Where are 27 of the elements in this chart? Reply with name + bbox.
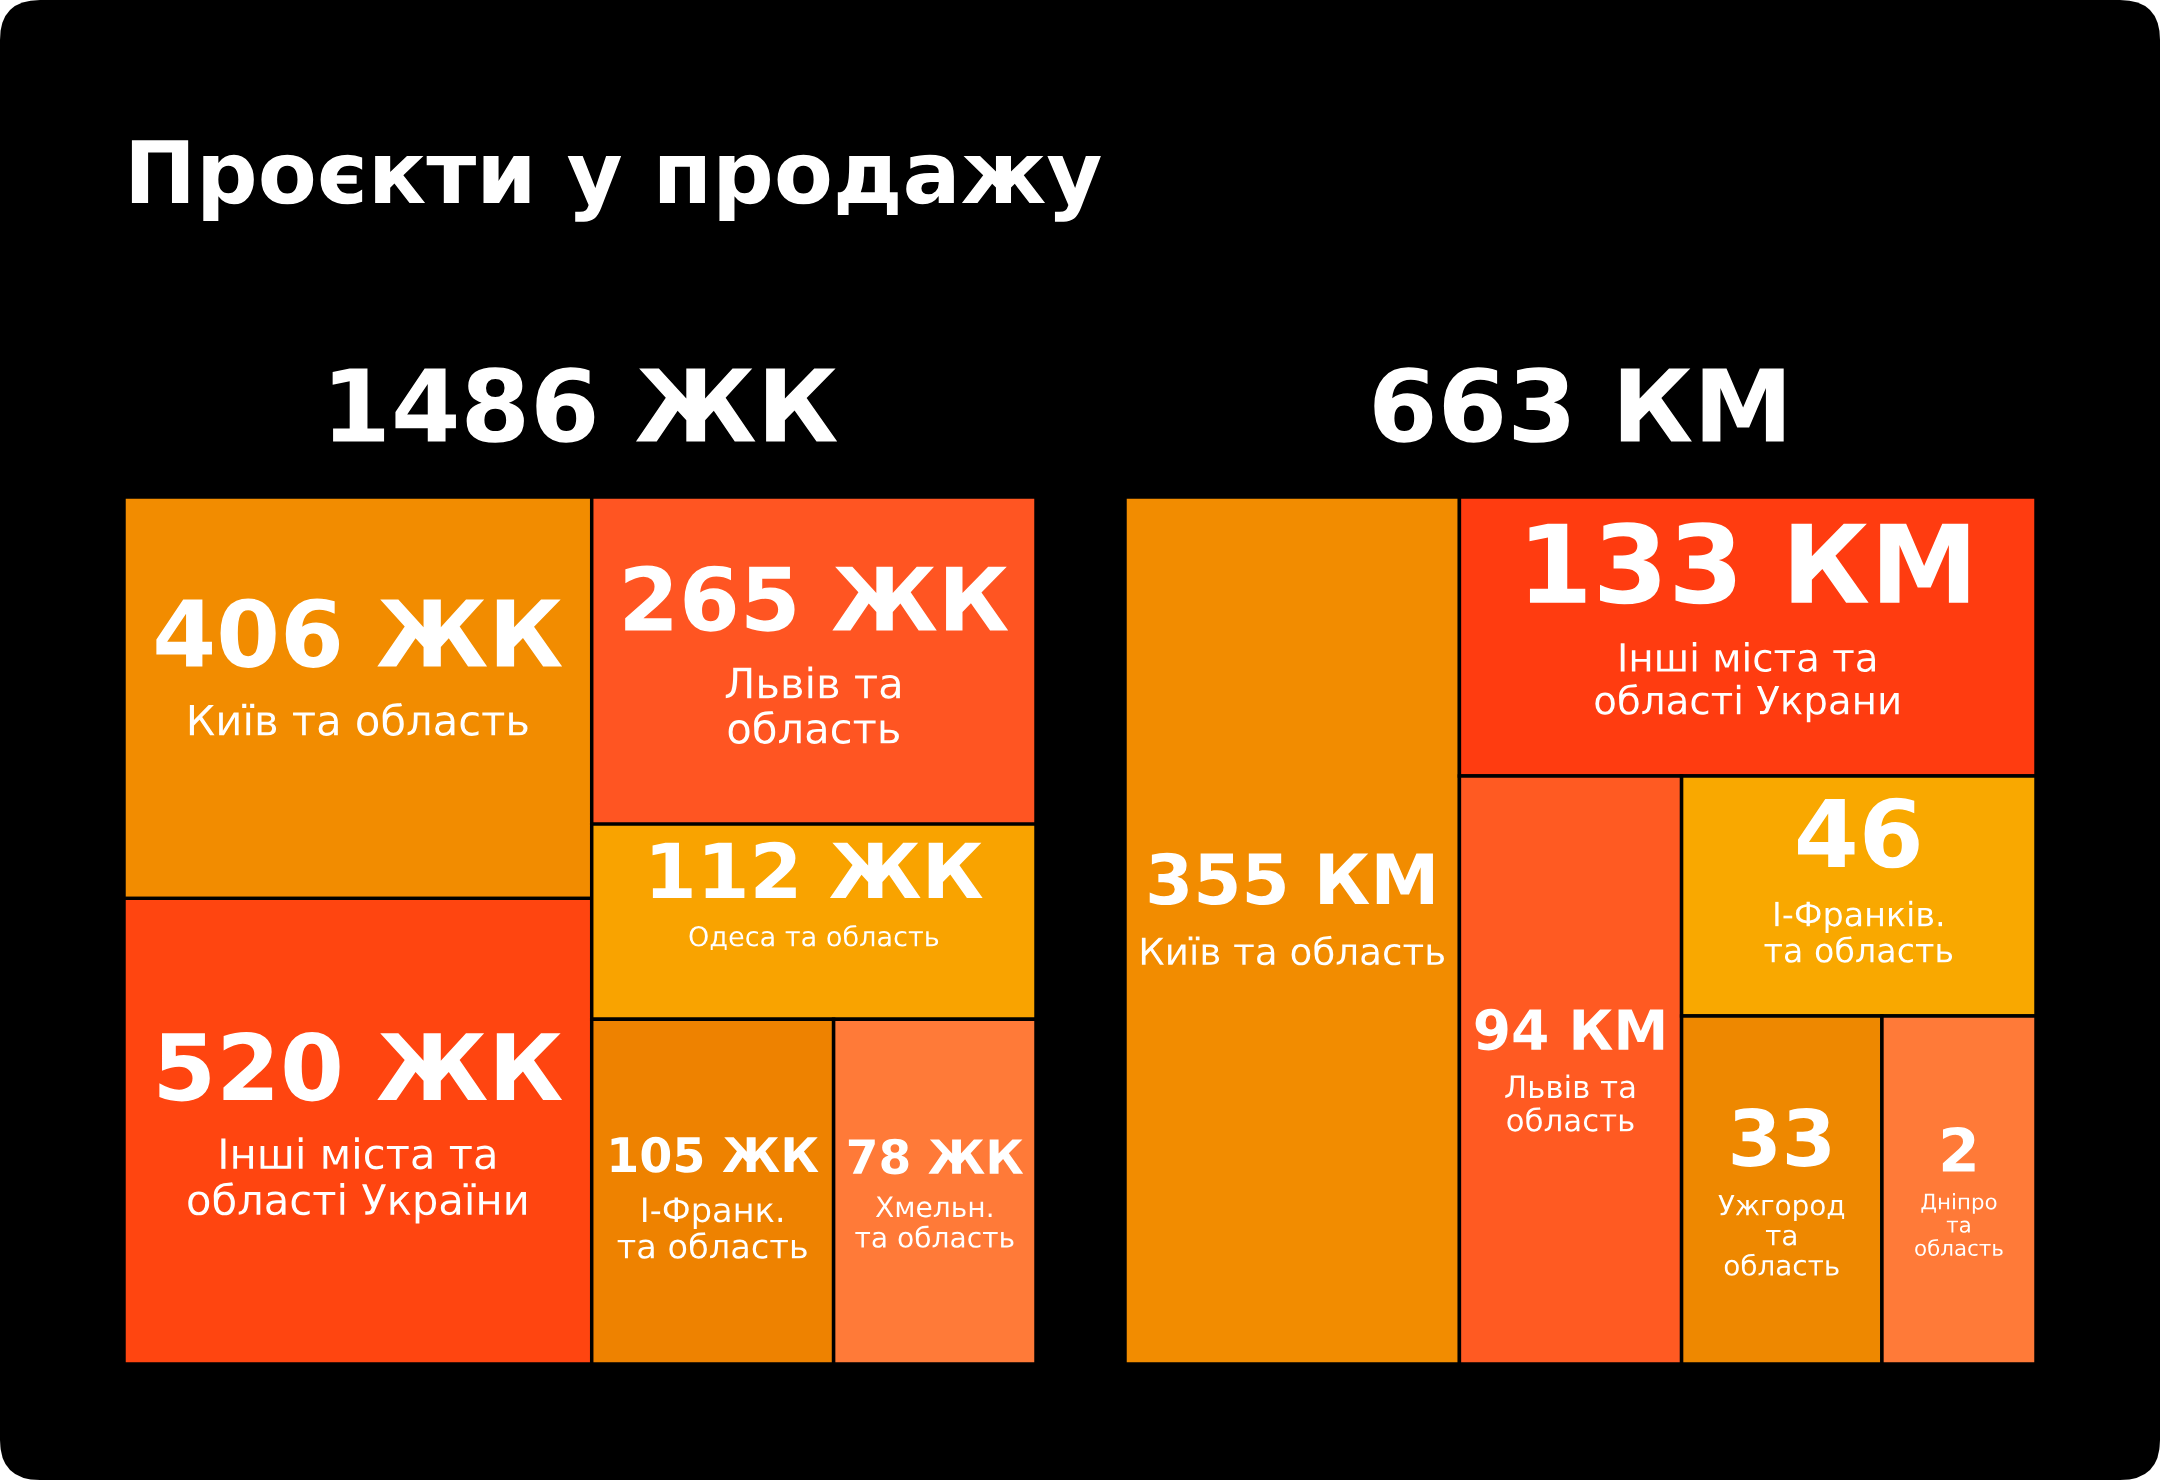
category-label: Київ та область [1141,935,1444,966]
data-label: 133 КМ [1529,522,1969,605]
category-label: Дніпро та область [1915,1193,2003,1256]
category-label: І-Франк. та область [617,1197,807,1259]
category-label: Хмельн. та область [855,1196,1014,1248]
data-label: 78 ЖК [848,1138,1024,1175]
category-label: І-Франків. та область [1764,900,1953,963]
text: 663 КМ [1374,367,1784,443]
text: 1486 ЖК [332,367,838,443]
category-label: Одеса та область [689,925,939,950]
category-label: Львів та область [725,666,900,744]
category-label: Ужгород та область [1718,1194,1845,1276]
category-label: Львів та область [1505,1074,1635,1132]
data-label: 265 ЖК [625,565,1009,632]
category-label: Київ та область [189,702,528,736]
data-label: 46 [1798,797,1919,869]
text: Проєкти у продажу [131,140,1101,222]
data-label: 33 [1732,1107,1830,1167]
data-label: 94 КМ [1475,1008,1664,1051]
data-label: 2 [1942,1126,1975,1172]
data-label: 406 ЖК [156,598,563,668]
data-label: 355 КМ [1149,852,1433,906]
data-label: 105 ЖК [611,1136,819,1173]
data-label: 112 ЖК [652,841,983,899]
category-label: Інші міста та області Украни [1595,642,1899,723]
category-label: Інші міста та області України [188,1137,526,1224]
data-label: 520 ЖК [159,1031,563,1102]
